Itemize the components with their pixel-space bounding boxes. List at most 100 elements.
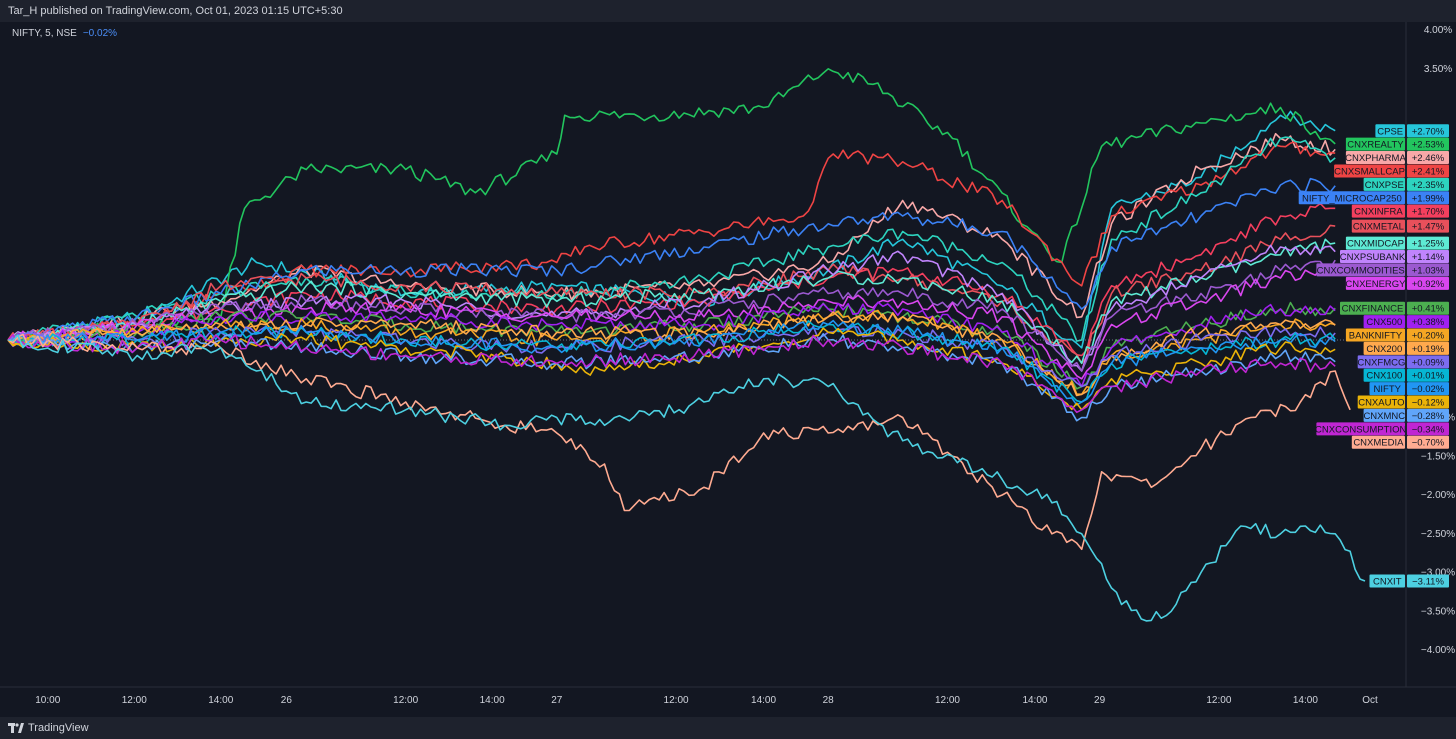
series-name-label: CNX100 bbox=[1366, 371, 1402, 382]
series-name-label: CNXENERGY bbox=[1345, 279, 1406, 290]
name-badge bbox=[1363, 368, 1405, 382]
series-value-label: +2.46% bbox=[1412, 153, 1445, 164]
series-value-label: +0.38% bbox=[1412, 317, 1445, 328]
series-value-label: −0.28% bbox=[1412, 411, 1445, 422]
y-tick-label: −4.00% bbox=[1421, 645, 1455, 656]
series-line-cnxauto[interactable] bbox=[7, 327, 1336, 411]
x-tick-label: 14:00 bbox=[480, 695, 505, 706]
x-tick-label: 12:00 bbox=[664, 695, 689, 706]
series-value-label: +1.14% bbox=[1412, 252, 1445, 263]
series-line-cnxit[interactable] bbox=[7, 334, 1366, 622]
y-tick-label: −2.50% bbox=[1421, 529, 1455, 540]
x-tick-label: 27 bbox=[551, 695, 563, 706]
chart-area[interactable]: 4.00%3.50%−1.00%−1.50%−2.00%−2.50%−3.00%… bbox=[0, 22, 1456, 717]
series-value-label: +2.41% bbox=[1412, 166, 1445, 177]
series-name-label: CPSE bbox=[1377, 126, 1403, 137]
name-badge bbox=[1345, 151, 1405, 165]
value-badge bbox=[1407, 219, 1449, 233]
name-badge bbox=[1316, 422, 1405, 436]
name-badge bbox=[1357, 355, 1405, 369]
series-value-label: +1.99% bbox=[1412, 193, 1445, 204]
x-tick-label: 12:00 bbox=[122, 695, 147, 706]
series-line-cnxpse[interactable] bbox=[7, 136, 1336, 345]
value-badge bbox=[1407, 355, 1449, 369]
value-badge bbox=[1407, 164, 1449, 178]
series-value-label: +1.03% bbox=[1412, 265, 1445, 276]
y-tick-label: 3.50% bbox=[1424, 64, 1452, 75]
value-badge bbox=[1407, 137, 1449, 151]
series-value-label: +0.19% bbox=[1412, 344, 1445, 355]
name-badge bbox=[1316, 263, 1405, 277]
name-badge bbox=[1369, 382, 1405, 396]
value-badge bbox=[1407, 263, 1449, 277]
name-badge bbox=[1351, 204, 1405, 218]
series-value-label: +1.47% bbox=[1412, 222, 1445, 233]
name-badge bbox=[1351, 219, 1405, 233]
series-line-cnxcommodities[interactable] bbox=[7, 259, 1336, 372]
tradingview-logo[interactable]: TradingView bbox=[8, 717, 89, 739]
symbol-legend[interactable]: NIFTY, 5, NSE −0.02% bbox=[12, 28, 117, 39]
name-badge bbox=[1363, 408, 1405, 422]
value-badge bbox=[1407, 574, 1449, 588]
value-badge bbox=[1407, 204, 1449, 218]
name-badge bbox=[1345, 236, 1405, 250]
y-tick-label: −3.50% bbox=[1421, 606, 1455, 617]
series-name-label: CNXAUTO bbox=[1358, 398, 1404, 409]
series-line-cnxpharma[interactable] bbox=[7, 132, 1336, 342]
series-line-banknifty[interactable] bbox=[7, 309, 1336, 396]
series-line-cnxenergy[interactable] bbox=[7, 263, 1336, 380]
value-badge bbox=[1407, 328, 1449, 342]
series-name-label: CNXMNC bbox=[1363, 411, 1405, 422]
x-tick-label: 12:00 bbox=[935, 695, 960, 706]
series-line-cnxmidcap[interactable] bbox=[7, 238, 1336, 365]
series-line-cnxconsumption[interactable] bbox=[7, 334, 1336, 414]
series-name-label: CNXREALTY bbox=[1347, 140, 1404, 151]
x-tick-label: Oct bbox=[1362, 695, 1378, 706]
series-line-cnxpsubank[interactable] bbox=[7, 244, 1336, 372]
x-tick-label: 14:00 bbox=[208, 695, 233, 706]
name-badge bbox=[1345, 328, 1405, 342]
series-value-label: +0.01% bbox=[1412, 371, 1445, 382]
series-name-label: NIFTY_MICROCAP250 bbox=[1302, 193, 1402, 204]
y-tick-label: 4.00% bbox=[1424, 25, 1452, 36]
name-badge bbox=[1369, 574, 1405, 588]
x-tick-label: 28 bbox=[823, 695, 835, 706]
name-badge bbox=[1375, 124, 1405, 138]
series-value-label: −3.11% bbox=[1412, 577, 1444, 588]
x-tick-label: 29 bbox=[1094, 695, 1106, 706]
series-value-label: +0.20% bbox=[1412, 331, 1445, 342]
name-badge bbox=[1345, 137, 1405, 151]
series-line-cnxinfra[interactable] bbox=[7, 202, 1336, 357]
series-line-cnxmetal[interactable] bbox=[7, 224, 1336, 365]
value-badge bbox=[1407, 151, 1449, 165]
series-name-label: CNXMEDIA bbox=[1353, 438, 1404, 449]
series-value-label: +0.09% bbox=[1412, 357, 1445, 368]
series-value-label: −0.34% bbox=[1412, 424, 1445, 435]
symbol-name: NIFTY, 5, NSE bbox=[12, 28, 77, 39]
value-badge bbox=[1407, 177, 1449, 191]
series-value-label: −0.12% bbox=[1412, 398, 1445, 409]
value-badge bbox=[1407, 301, 1449, 315]
name-badge bbox=[1334, 164, 1405, 178]
series-name-label: CNXPSE bbox=[1365, 180, 1404, 191]
series-name-label: CNX200 bbox=[1366, 344, 1402, 355]
series-name-label: BANKNIFTY bbox=[1349, 331, 1403, 342]
series-line-nifty[interactable] bbox=[7, 319, 1336, 406]
series-name-label: CNXMETAL bbox=[1353, 222, 1404, 233]
series-line-cnxrealty[interactable] bbox=[7, 68, 1336, 347]
series-name-label: CNX500 bbox=[1366, 317, 1402, 328]
x-tick-label: 12:00 bbox=[393, 695, 418, 706]
value-badge bbox=[1407, 191, 1449, 205]
series-name-label: NIFTY bbox=[1374, 384, 1402, 395]
series-value-label: −0.70% bbox=[1412, 438, 1445, 449]
brand-text: TradingView bbox=[28, 722, 89, 734]
y-tick-label: −1.50% bbox=[1421, 451, 1455, 462]
series-name-label: CNXFMCG bbox=[1357, 357, 1405, 368]
value-badge bbox=[1407, 236, 1449, 250]
series-value-label: +0.92% bbox=[1412, 279, 1445, 290]
chart-svg[interactable]: 4.00%3.50%−1.00%−1.50%−2.00%−2.50%−3.00%… bbox=[0, 22, 1456, 717]
value-badge bbox=[1407, 368, 1449, 382]
published-text: Tar_H published on TradingView.com, Oct … bbox=[8, 5, 343, 17]
value-badge bbox=[1407, 408, 1449, 422]
series-name-label: CNXCONSUMPTION bbox=[1315, 424, 1406, 435]
